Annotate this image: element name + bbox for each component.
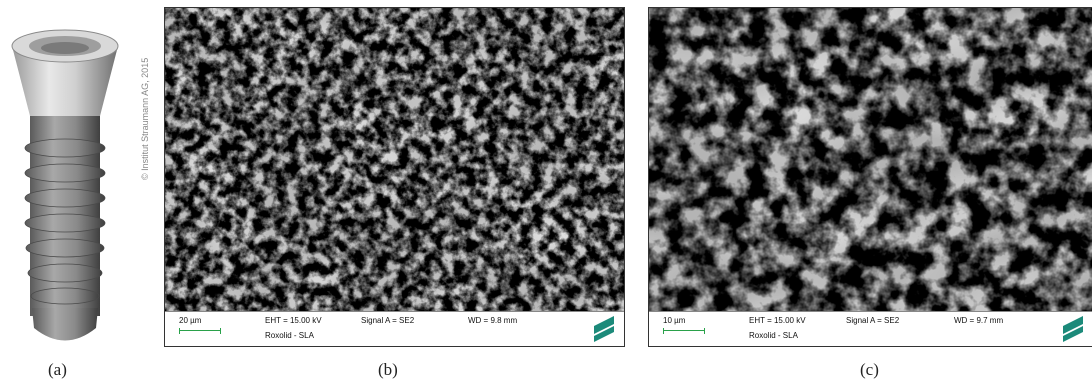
wd-value: WD = 9.8 mm [468,316,518,325]
scale-label: 10 µm [663,316,686,325]
zeiss-logo-icon [594,316,614,342]
eht-value: EHT = 15.00 kV [265,316,322,325]
sem-image-c: 10 µm EHT = 15.00 kV Roxolid - SLA Signa… [648,7,1092,347]
sem-info-bar: 10 µm EHT = 15.00 kV Roxolid - SLA Signa… [649,311,1092,346]
panel-label-c: (c) [860,360,879,379]
panel-label-b: (b) [378,360,398,379]
zeiss-logo-icon [1063,316,1083,342]
scale-label: 20 µm [179,316,202,325]
sem-surface-texture [165,8,624,346]
signal-value: Signal A = SE2 [361,316,415,325]
copyright-text: © Institut Straumann AG, 2015 [140,57,150,180]
scale-bar [663,328,705,334]
sample-name: Roxolid - SLA [265,331,314,340]
wd-value: WD = 9.7 mm [954,316,1004,325]
sample-name: Roxolid - SLA [749,331,798,340]
eht-value: EHT = 15.00 kV [749,316,806,325]
sem-image-b: 20 µm EHT = 15.00 kV Roxolid - SLA Signa… [164,7,625,347]
sem-surface-texture [649,8,1092,346]
sem-info-bar: 20 µm EHT = 15.00 kV Roxolid - SLA Signa… [165,311,624,346]
signal-value: Signal A = SE2 [846,316,900,325]
dental-implant-image [11,29,119,341]
panel-label-a: (a) [48,360,67,379]
scale-bar [179,328,221,334]
